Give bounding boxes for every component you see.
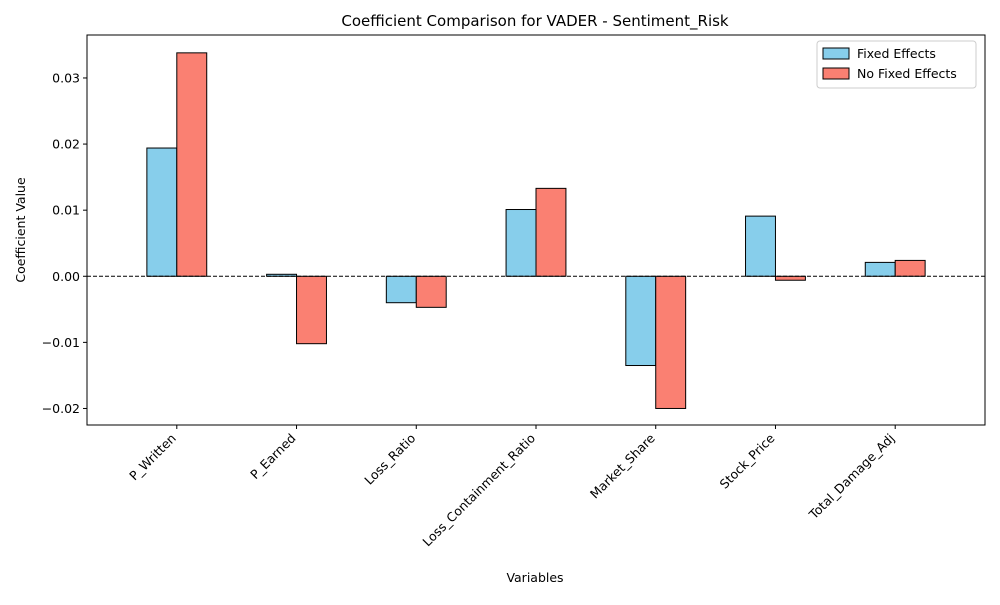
chart-title: Coefficient Comparison for VADER - Senti…	[341, 12, 729, 31]
bar-no-fixed-effects-market-share	[655, 275, 687, 409]
bar-fixed-effects-stock-price	[745, 215, 776, 277]
x-axis-label: Variables	[506, 570, 563, 585]
y-tick-label: −0.02	[42, 401, 80, 416]
bar-no-fixed-effects-stock-price	[774, 275, 806, 281]
x-tick-label: P_Written	[126, 431, 179, 484]
y-tick-label: 0.01	[52, 203, 80, 218]
legend-swatch	[822, 47, 850, 60]
bar-fixed-effects-loss-containment-ratio	[505, 209, 537, 277]
bar-fixed-effects-total-damage-adj	[864, 261, 896, 277]
x-tick-label: P_Earned	[247, 431, 298, 482]
x-tick-label: Stock_Price	[717, 430, 778, 491]
y-tick-label: 0.03	[52, 70, 80, 85]
y-tick-label: 0.00	[52, 269, 80, 284]
y-axis-label: Coefficient Value	[13, 177, 28, 283]
legend-swatch	[822, 67, 850, 80]
y-tick-label: 0.02	[52, 137, 80, 152]
plot-area: −0.02 −0.01 0.00 0.01 0.02 0.03 P_Written P_Ear…	[42, 34, 986, 550]
bar-no-fixed-effects-total-damage-adj	[894, 259, 926, 277]
bar-fixed-effects-loss-ratio	[385, 275, 417, 304]
x-tick-label: Loss_Containment_Ratio	[419, 431, 538, 550]
bar-fixed-effects-market-share	[625, 275, 657, 367]
bar-no-fixed-effects-p-earned	[296, 275, 327, 345]
x-tick-label: Total_Damage_Adj	[805, 431, 897, 523]
x-tick-label: Market_Share	[587, 430, 658, 501]
bar-no-fixed-effects-p-written	[176, 52, 208, 277]
bar-no-fixed-effects-loss-ratio	[415, 275, 447, 308]
bar-no-fixed-effects-loss-containment-ratio	[535, 187, 567, 277]
legend-label: No Fixed Effects	[857, 66, 957, 81]
y-tick-label: −0.01	[42, 335, 80, 350]
legend-label: Fixed Effects	[857, 46, 936, 61]
x-tick-label: Loss_Ratio	[361, 431, 418, 488]
bar-fixed-effects-p-written	[146, 147, 178, 277]
legend	[816, 40, 977, 89]
